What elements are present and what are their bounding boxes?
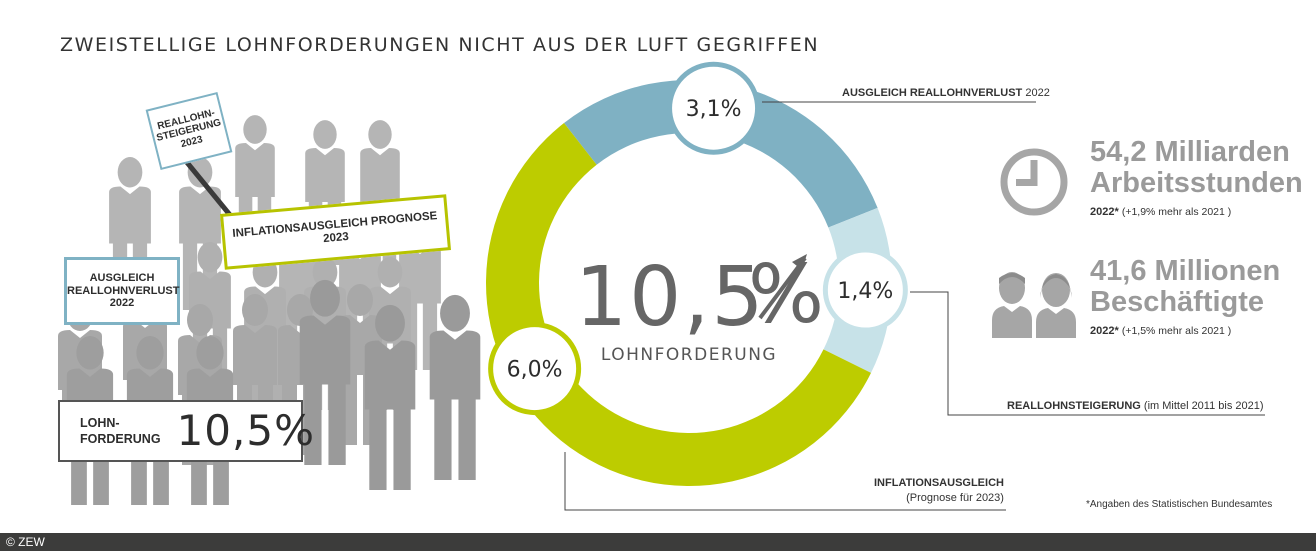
slice-bubble-1 xyxy=(667,61,761,155)
slice-bubble-3 xyxy=(488,322,582,416)
copyright-bar: © ZEW xyxy=(0,533,1316,551)
stat-arbeitsstunden: 54,2 Milliarden Arbeitsstunden 2022* (+1… xyxy=(1090,136,1303,218)
center-label: LOHNFORDERUNG xyxy=(601,345,777,365)
callout-line-inflation xyxy=(564,452,1006,511)
donut-slice-1 xyxy=(564,79,878,228)
person-figure xyxy=(429,294,481,480)
placard-ausgleich: AUSGLEICH REALLOHNVERLUST 2022 xyxy=(64,257,180,325)
footnote: *Angaben des Statistischen Bundesamtes xyxy=(1086,499,1273,510)
people-icon xyxy=(992,272,1076,338)
person-figure xyxy=(364,304,416,490)
slice-value-label-1: 3,1% xyxy=(686,97,742,122)
page-title: ZWEISTELLIGE LOHNFORDERUNGEN NICHT AUS D… xyxy=(60,34,820,56)
callout-inflation: INFLATIONSAUSGLEICH (Prognose für 2023) xyxy=(874,477,1004,504)
arrow-up-icon xyxy=(758,254,807,320)
clock-icon xyxy=(1000,148,1068,216)
slice-bubble-2 xyxy=(822,247,908,333)
placard-lohn-value: 10,5% xyxy=(176,405,315,455)
stat-beschaeftigte: 41,6 Millionen Beschäftigte 2022* (+1,5%… xyxy=(1090,255,1281,337)
donut-slice-3 xyxy=(486,123,872,486)
center-percent: % xyxy=(748,248,824,341)
placard-lohnforderung: LOHN- FORDERUNG 10,5% xyxy=(58,400,314,462)
person-figure xyxy=(179,157,221,310)
center-value: 10,5 xyxy=(575,250,766,345)
callout-ausgleich: AUSGLEICH REALLOHNVERLUST 2022 xyxy=(842,87,1050,99)
callout-reallohn: REALLOHNSTEIGERUNG (im Mittel 2011 bis 2… xyxy=(1007,400,1264,412)
slice-value-label-2: 1,4% xyxy=(837,279,893,304)
person-figure xyxy=(299,279,351,465)
callout-line-reallohn xyxy=(910,291,1265,416)
sign-pole xyxy=(183,158,232,217)
slice-value-label-3: 6,0% xyxy=(507,358,563,383)
